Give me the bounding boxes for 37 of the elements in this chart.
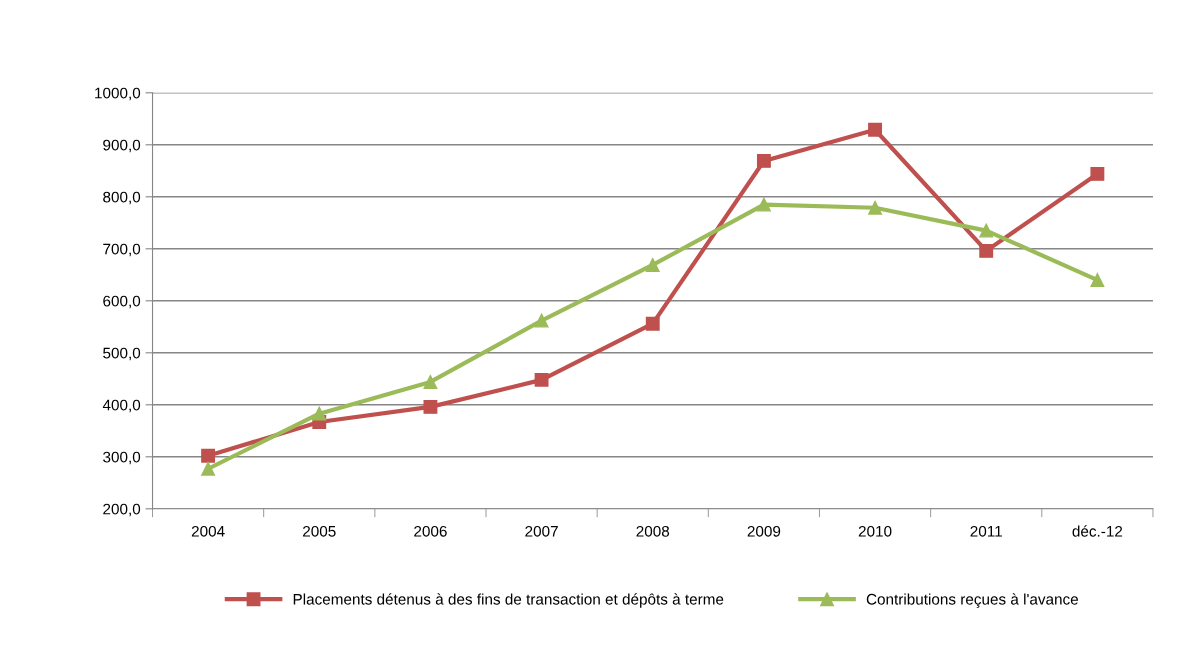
y-tick-label: 500,0	[103, 347, 141, 361]
point	[1090, 273, 1105, 287]
y-tick-label: 600,0	[103, 295, 141, 309]
x-tick-label: 2010	[858, 525, 892, 537]
legend-label: Contributions reçues à l'avance	[866, 593, 1078, 608]
point	[979, 223, 994, 238]
point	[645, 257, 660, 272]
x-tick-label: 2004	[191, 525, 225, 537]
point	[312, 406, 327, 421]
x-tick-label: 2011	[970, 525, 1002, 537]
point	[979, 243, 994, 258]
point	[201, 448, 216, 463]
point	[756, 197, 771, 212]
point	[423, 399, 438, 414]
y-tick-label: 300,0	[103, 451, 141, 465]
x-tick-label: 2009	[747, 525, 781, 537]
y-tick-label: 900,0	[103, 139, 141, 153]
point	[201, 461, 216, 476]
x-tick-label: déc.-12	[1072, 525, 1123, 537]
point	[868, 200, 883, 215]
x-tick-label: 2006	[414, 525, 447, 537]
point	[645, 316, 660, 331]
point	[423, 374, 438, 389]
legend-label: Placements détenus à des fins de transaction et dépôts à terme	[293, 593, 724, 608]
y-tick-label: 1000,0	[95, 87, 141, 101]
y-tick-label: 800,0	[103, 191, 141, 205]
point	[756, 153, 771, 168]
x-tick-label: 2007	[525, 525, 558, 537]
point	[868, 122, 883, 137]
x-tick-label: 2008	[636, 525, 670, 537]
x-tick-label: 2005	[303, 525, 336, 537]
y-tick-label: 400,0	[102, 399, 141, 413]
y-tick-label: 700,0	[103, 243, 141, 257]
y-tick-label: 200,0	[103, 503, 141, 517]
point	[1090, 166, 1105, 181]
point	[534, 313, 549, 328]
point	[534, 372, 549, 387]
